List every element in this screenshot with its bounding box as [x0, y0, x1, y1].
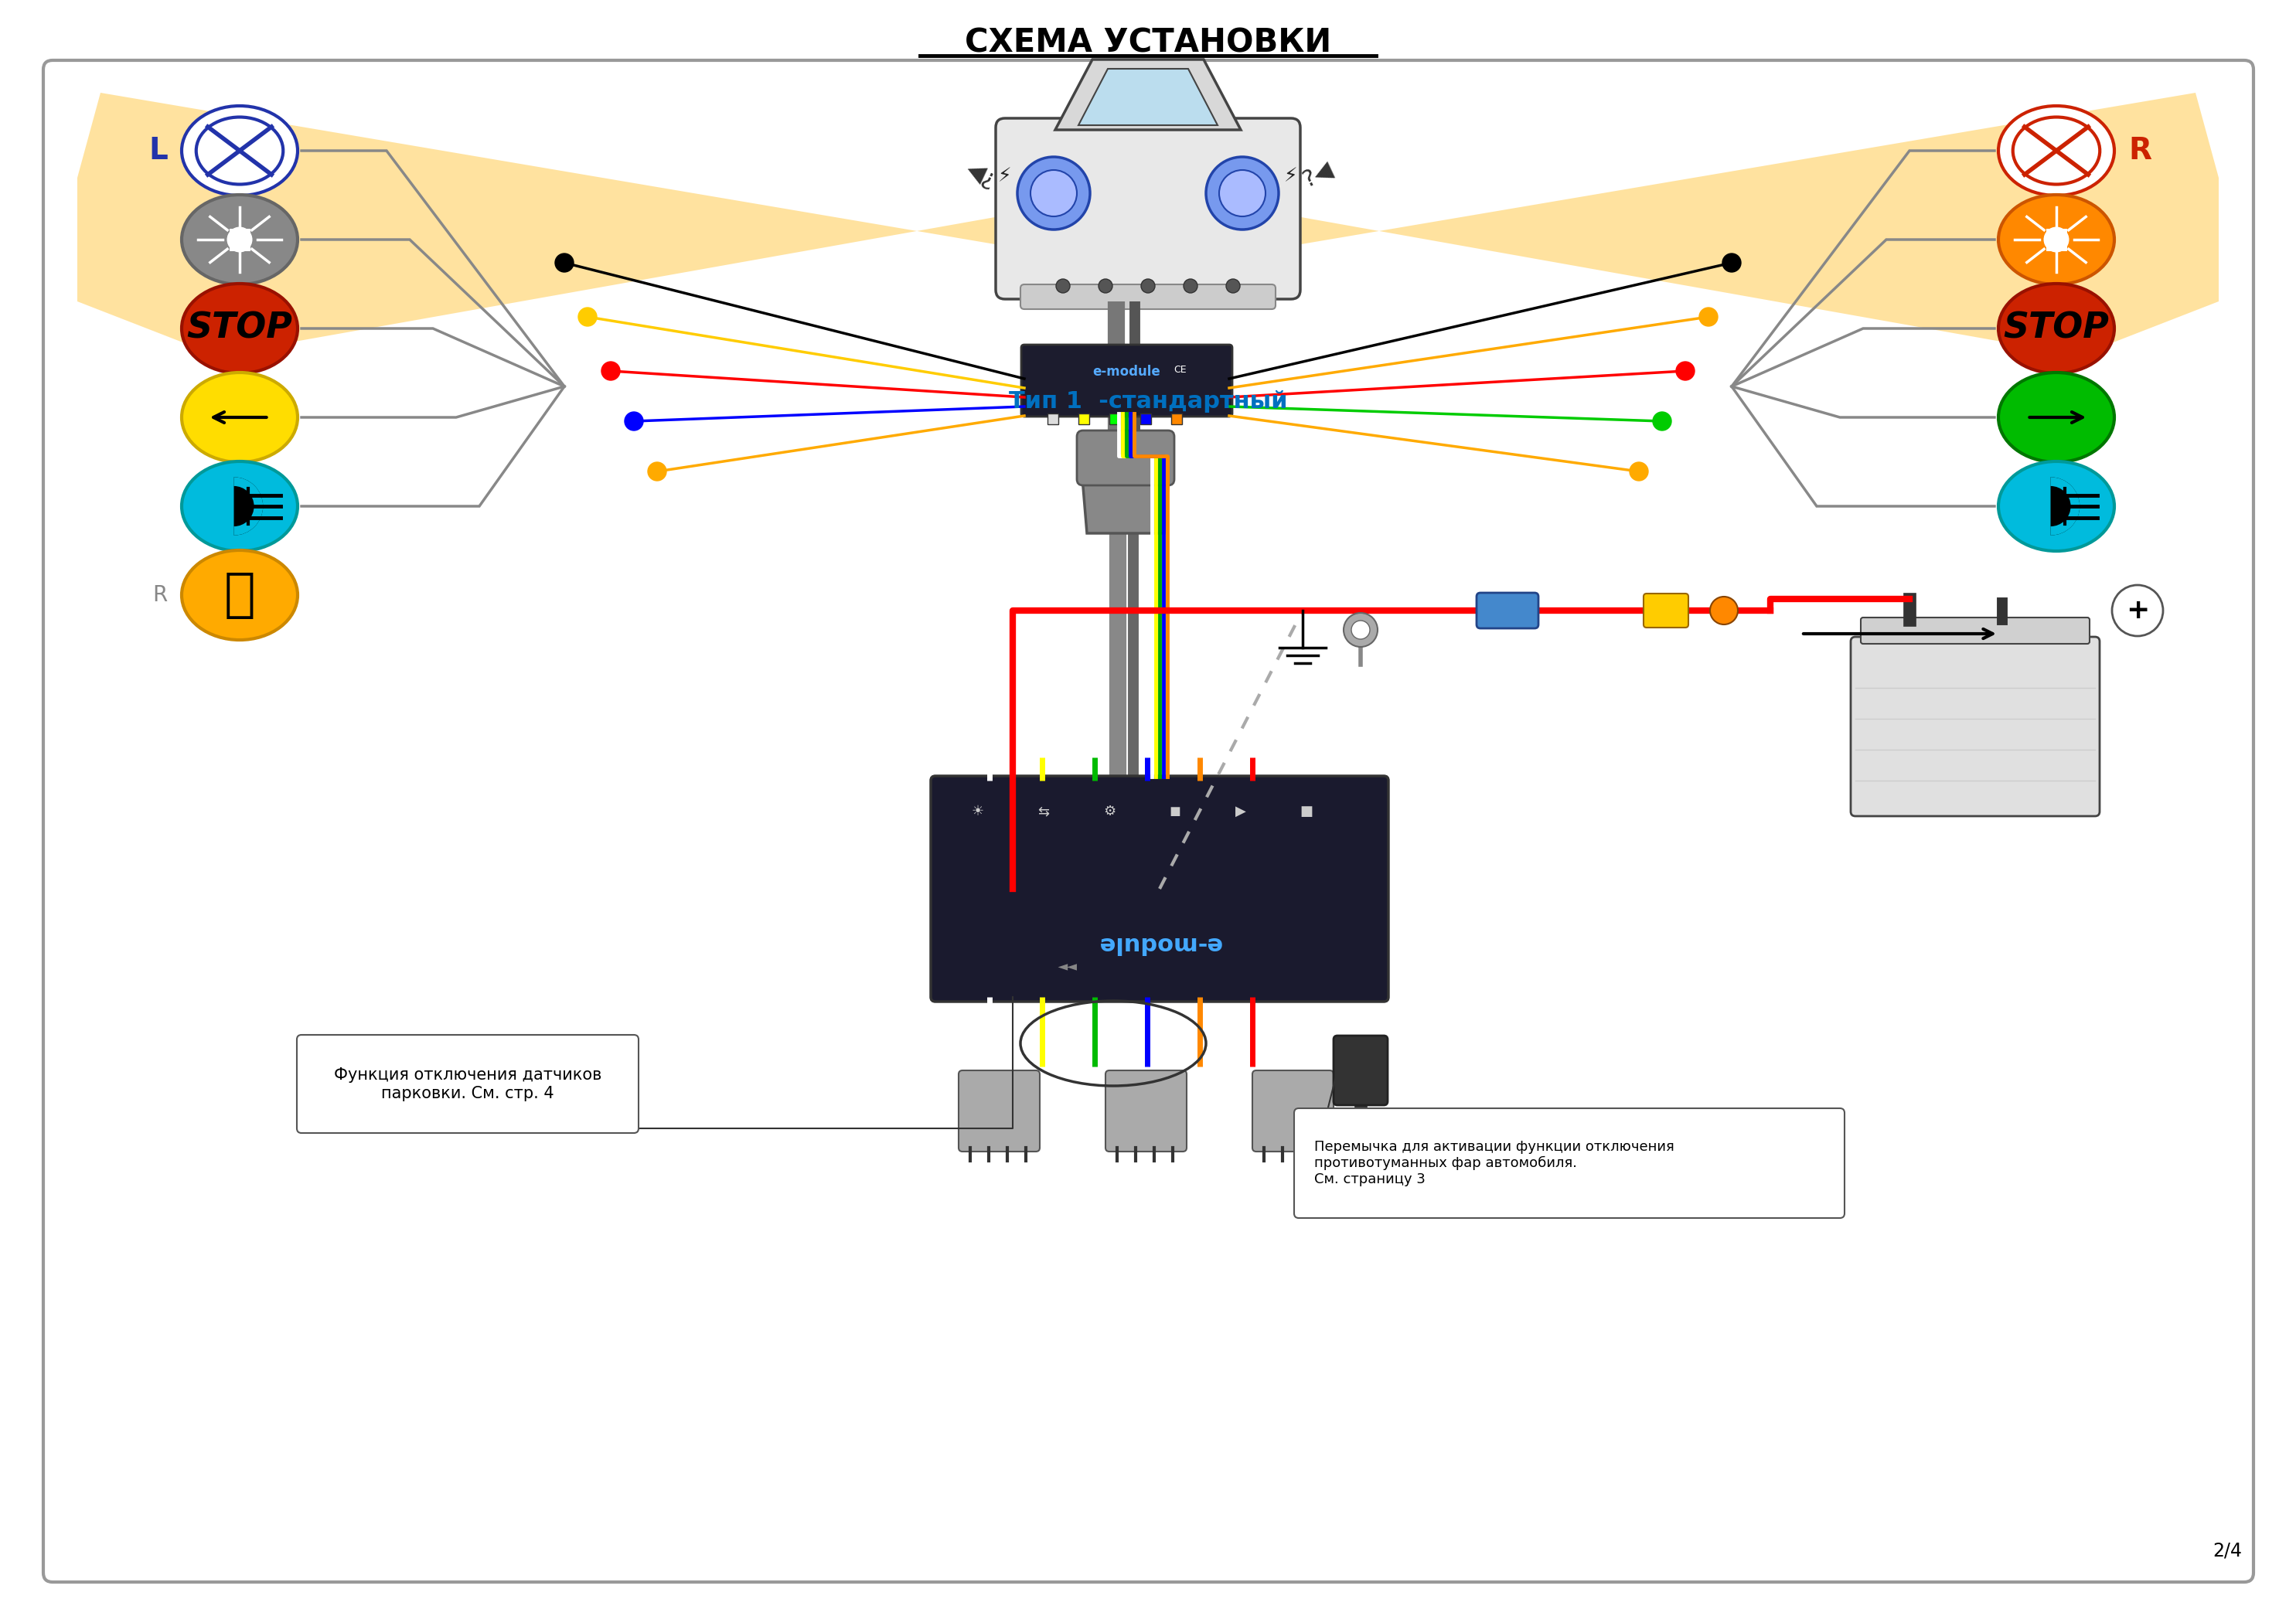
- Text: STOP: STOP: [186, 312, 292, 346]
- Circle shape: [2112, 584, 2163, 636]
- Circle shape: [1226, 279, 1240, 292]
- Circle shape: [1343, 613, 1378, 648]
- Text: ◼: ◼: [1169, 805, 1180, 818]
- Text: 2/4: 2/4: [2213, 1542, 2241, 1560]
- Circle shape: [1056, 279, 1070, 292]
- FancyBboxPatch shape: [930, 776, 1389, 1001]
- Circle shape: [625, 412, 643, 430]
- Text: ?▶: ?▶: [960, 157, 996, 190]
- Polygon shape: [78, 93, 1086, 355]
- Polygon shape: [1079, 68, 1217, 125]
- Text: L: L: [149, 136, 168, 166]
- Ellipse shape: [1998, 195, 2115, 284]
- Circle shape: [1699, 308, 1717, 326]
- Ellipse shape: [181, 550, 298, 639]
- Text: ⚙: ⚙: [1102, 805, 1116, 818]
- Text: e-module: e-module: [1097, 932, 1221, 954]
- Text: СХЕМА УСТАНОВКИ: СХЕМА УСТАНОВКИ: [964, 28, 1332, 60]
- Text: ■: ■: [1300, 805, 1313, 818]
- Circle shape: [2043, 227, 2069, 252]
- Circle shape: [579, 308, 597, 326]
- Circle shape: [1653, 412, 1671, 430]
- Circle shape: [1182, 279, 1199, 292]
- Bar: [230, 229, 250, 252]
- Text: ⇆: ⇆: [1038, 805, 1049, 818]
- Text: ▶: ▶: [1235, 805, 1247, 818]
- Text: Тип 1  -стандартный: Тип 1 -стандартный: [1008, 391, 1288, 414]
- Polygon shape: [1079, 440, 1171, 534]
- Text: e-module: e-module: [1093, 365, 1159, 378]
- Text: ?◀: ?◀: [1300, 157, 1336, 190]
- Bar: [1079, 414, 1088, 424]
- Circle shape: [1031, 170, 1077, 216]
- FancyBboxPatch shape: [1851, 636, 2099, 816]
- Circle shape: [1722, 253, 1740, 273]
- Text: ⚡: ⚡: [999, 167, 1013, 185]
- Text: +: +: [2126, 597, 2149, 623]
- Text: R: R: [154, 584, 168, 605]
- Wedge shape: [234, 477, 264, 536]
- Text: CE: CE: [1173, 365, 1187, 375]
- Polygon shape: [1210, 93, 2218, 355]
- Circle shape: [556, 253, 574, 273]
- Text: ⚡: ⚡: [1283, 167, 1297, 185]
- Text: STOP: STOP: [2004, 312, 2110, 346]
- Ellipse shape: [181, 461, 298, 552]
- FancyBboxPatch shape: [296, 1035, 638, 1133]
- Ellipse shape: [1998, 105, 2115, 195]
- Circle shape: [1352, 620, 1371, 639]
- Circle shape: [1205, 157, 1279, 229]
- Ellipse shape: [181, 284, 298, 373]
- FancyBboxPatch shape: [1644, 594, 1688, 628]
- Circle shape: [1141, 279, 1155, 292]
- Circle shape: [1711, 597, 1738, 625]
- FancyBboxPatch shape: [1022, 344, 1233, 417]
- Bar: [1171, 414, 1182, 424]
- Polygon shape: [1056, 60, 1240, 130]
- Text: ☀: ☀: [971, 805, 985, 818]
- Bar: [1047, 414, 1058, 424]
- Ellipse shape: [181, 105, 298, 195]
- FancyBboxPatch shape: [1251, 1071, 1334, 1152]
- FancyBboxPatch shape: [1860, 617, 2089, 644]
- FancyBboxPatch shape: [44, 60, 2252, 1582]
- Wedge shape: [2050, 477, 2080, 536]
- Text: ►►: ►►: [1056, 959, 1077, 974]
- Circle shape: [647, 463, 666, 480]
- FancyBboxPatch shape: [960, 1071, 1040, 1152]
- FancyBboxPatch shape: [996, 118, 1300, 299]
- Bar: [2046, 229, 2066, 252]
- Text: Перемычка для активации функции отключения
противотуманных фар автомобиля.
См. с: Перемычка для активации функции отключен…: [1313, 1139, 1674, 1186]
- Text: Функция отключения датчиков
парковки. См. стр. 4: Функция отключения датчиков парковки. См…: [333, 1068, 602, 1100]
- Ellipse shape: [1998, 284, 2115, 373]
- Bar: [1141, 414, 1150, 424]
- Wedge shape: [2050, 477, 2080, 536]
- Ellipse shape: [181, 373, 298, 463]
- FancyBboxPatch shape: [1104, 1071, 1187, 1152]
- Ellipse shape: [1998, 461, 2115, 552]
- FancyBboxPatch shape: [1334, 1035, 1387, 1105]
- Circle shape: [1017, 157, 1091, 229]
- Wedge shape: [234, 477, 264, 536]
- Text: 🚛: 🚛: [225, 570, 255, 620]
- Bar: [1109, 414, 1120, 424]
- Circle shape: [1676, 362, 1694, 380]
- FancyBboxPatch shape: [1077, 430, 1173, 485]
- Circle shape: [1097, 279, 1114, 292]
- Circle shape: [1219, 170, 1265, 216]
- Circle shape: [227, 227, 253, 252]
- Circle shape: [1630, 463, 1649, 480]
- FancyBboxPatch shape: [1019, 284, 1277, 308]
- FancyBboxPatch shape: [1476, 592, 1538, 628]
- Circle shape: [602, 362, 620, 380]
- Ellipse shape: [181, 195, 298, 284]
- Ellipse shape: [1998, 373, 2115, 463]
- FancyBboxPatch shape: [1295, 1109, 1844, 1217]
- Text: R: R: [2128, 136, 2151, 166]
